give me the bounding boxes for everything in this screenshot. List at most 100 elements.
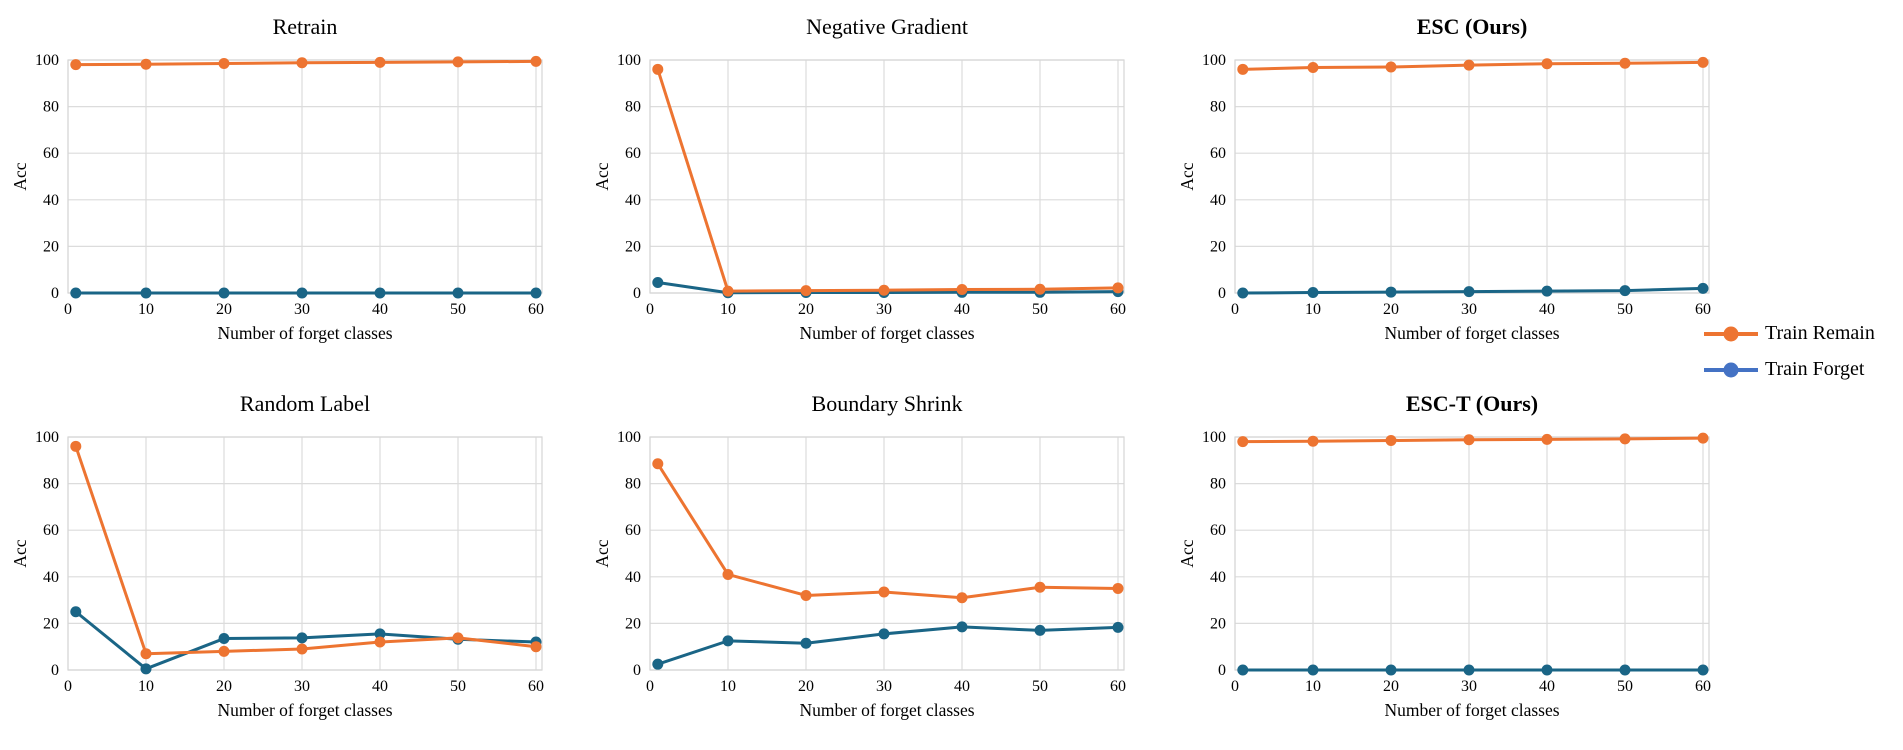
data-point (1697, 282, 1709, 294)
y-axis-label: Acc (1177, 162, 1197, 190)
x-tick-label: 60 (1110, 301, 1126, 318)
y-tick-label: 80 (43, 476, 59, 493)
x-tick-label: 0 (1231, 678, 1239, 695)
series-train-forget (1237, 282, 1709, 299)
data-point (1541, 285, 1553, 297)
data-point (296, 643, 308, 655)
chart-boundary-shrink: 0 20 40 60 80 100 0 10 20 30 40 50 60 Acc Number of fo… (592, 381, 1147, 734)
x-tick-label: 0 (64, 301, 72, 318)
x-tick-label: 50 (1617, 678, 1633, 695)
x-tick-label: 10 (1305, 301, 1321, 318)
x-tick-label: 30 (876, 678, 892, 695)
data-point (452, 56, 464, 68)
data-point (1385, 61, 1397, 73)
data-point (140, 663, 152, 675)
data-point (1463, 59, 1475, 71)
data-point (1619, 433, 1631, 445)
data-point (140, 648, 152, 660)
y-tick-label: 100 (617, 429, 641, 446)
data-point (374, 56, 386, 68)
data-point (956, 284, 968, 296)
y-tick-label: 20 (1210, 615, 1226, 632)
x-tick-label: 40 (954, 301, 970, 318)
data-point (800, 285, 812, 297)
data-point (1463, 286, 1475, 298)
data-point (1307, 664, 1319, 676)
x-tick-label: 30 (294, 678, 310, 695)
x-tick-label: 20 (798, 678, 814, 695)
x-axis-label: Number of forget classes (1384, 700, 1559, 720)
x-tick-label: 0 (646, 301, 654, 318)
x-tick-label: 30 (1461, 301, 1477, 318)
data-point (140, 287, 152, 299)
data-point (1697, 664, 1709, 676)
data-point (1112, 621, 1124, 633)
data-point (722, 635, 734, 647)
y-tick-label: 100 (1202, 52, 1226, 69)
y-tick-label: 60 (43, 522, 59, 539)
data-point (296, 57, 308, 69)
y-tick-label: 20 (1210, 238, 1226, 255)
x-tick-label: 40 (1539, 301, 1555, 318)
series-train-remain (70, 55, 542, 71)
y-axis-label: Acc (10, 162, 30, 190)
gridlines (67, 59, 542, 294)
x-tick-label: 10 (720, 678, 736, 695)
x-tick-label: 10 (138, 678, 154, 695)
gridlines (1234, 59, 1709, 294)
data-point (1619, 664, 1631, 676)
y-tick-label: 20 (625, 615, 641, 632)
chart-title: Retrain (273, 14, 338, 39)
y-axis-label: Acc (10, 539, 30, 567)
data-point (140, 58, 152, 70)
data-point (70, 287, 82, 299)
y-tick-label: 20 (43, 615, 59, 632)
y-tick-label: 40 (43, 192, 59, 209)
data-point (1237, 287, 1249, 299)
data-point (722, 568, 734, 580)
chart-negative-gradient: 0 20 40 60 80 100 0 10 20 30 40 50 60 Acc Number of fo… (592, 4, 1147, 357)
data-point (1237, 63, 1249, 75)
data-point (296, 632, 308, 644)
y-tick-label: 60 (625, 522, 641, 539)
y-tick-label: 0 (51, 285, 59, 302)
data-point (956, 621, 968, 633)
x-tick-label: 10 (138, 301, 154, 318)
x-tick-label: 20 (216, 678, 232, 695)
plot-frame (649, 59, 1125, 294)
data-point (878, 586, 890, 598)
y-tick-label: 60 (1210, 522, 1226, 539)
chart-canvas-random-label: 0 20 40 60 80 100 0 10 20 30 40 50 60 Acc Number of fo… (10, 391, 544, 720)
data-point (1541, 664, 1553, 676)
x-axis-label: Number of forget classes (799, 700, 974, 720)
chart-title: ESC (Ours) (1417, 14, 1528, 39)
data-point (652, 63, 664, 75)
y-tick-label: 0 (51, 662, 59, 679)
x-tick-label: 40 (954, 678, 970, 695)
data-point (1385, 664, 1397, 676)
y-tick-label: 40 (625, 192, 641, 209)
chart-canvas-negative-gradient: 0 20 40 60 80 100 0 10 20 30 40 50 60 Acc Number of fo… (592, 14, 1126, 343)
legend-label: Train Remain (1765, 322, 1875, 344)
x-tick-label: 50 (1032, 678, 1048, 695)
data-point (1112, 582, 1124, 594)
series-train-remain (652, 63, 1124, 297)
legend-item-train-remain: Train Remain (1702, 322, 1875, 345)
x-tick-label: 0 (646, 678, 654, 695)
chart-title: Boundary Shrink (812, 391, 963, 416)
x-axis-label: Number of forget classes (1384, 323, 1559, 343)
chart-canvas-esc-t: 0 20 40 60 80 100 0 10 20 30 40 50 60 Acc Number of fo… (1177, 391, 1711, 720)
x-tick-label: 40 (1539, 678, 1555, 695)
data-point (1619, 285, 1631, 297)
series-train-remain (1237, 56, 1709, 75)
y-tick-label: 100 (35, 52, 59, 69)
data-point (1307, 435, 1319, 447)
data-point (1034, 624, 1046, 636)
plot-frame (1234, 59, 1710, 294)
chart-random-label: 0 20 40 60 80 100 0 10 20 30 40 50 60 Acc Number of fo… (10, 381, 565, 734)
chart-title: ESC-T (Ours) (1406, 391, 1538, 416)
data-point (374, 636, 386, 648)
data-point (218, 287, 230, 299)
plot-frame (1234, 436, 1710, 671)
